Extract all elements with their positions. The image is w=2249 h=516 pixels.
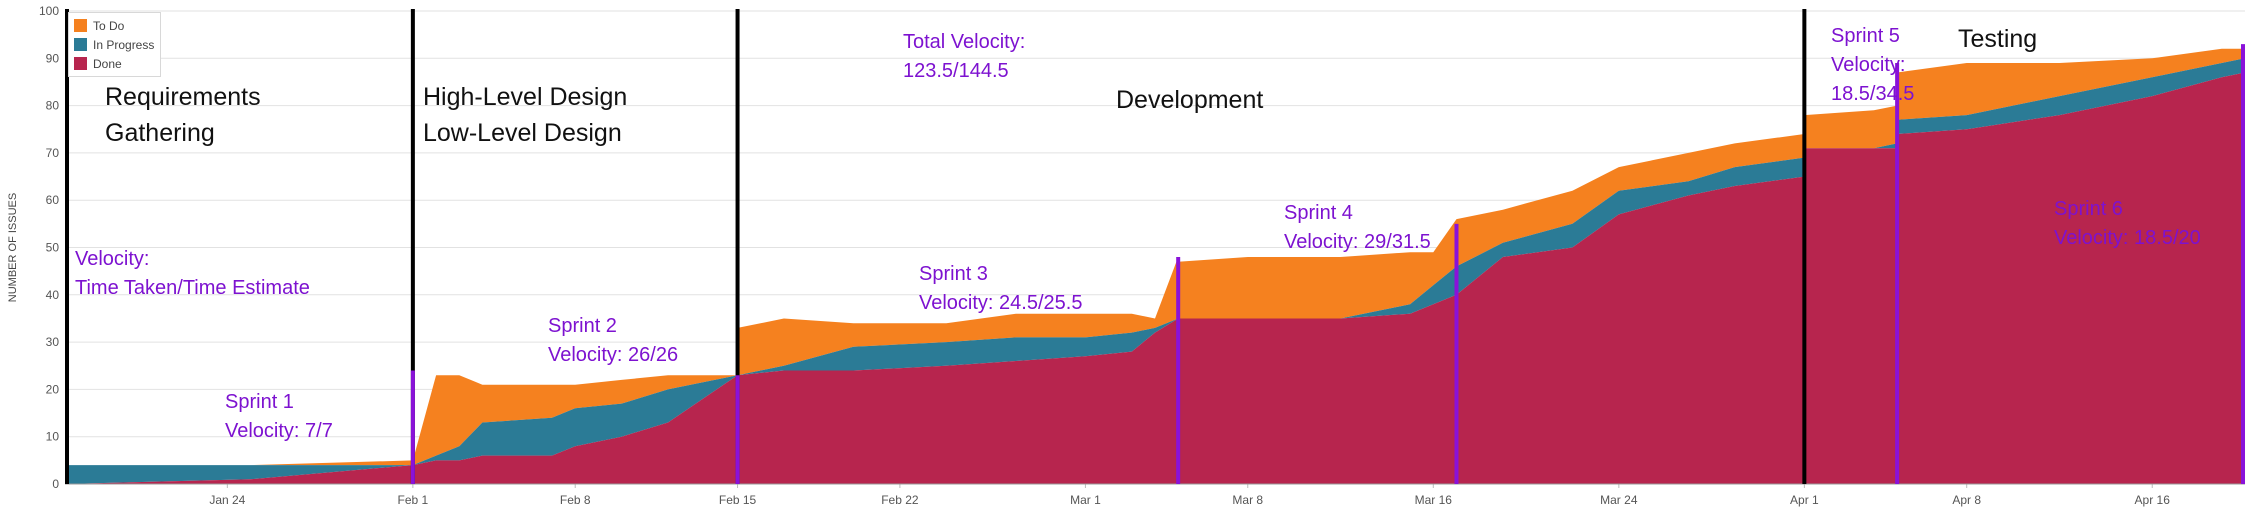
y-tick-label: 40 xyxy=(46,288,60,302)
sprint-velocity-label-line: Velocity: 26/26 xyxy=(548,344,678,366)
x-tick-label: Feb 8 xyxy=(560,493,591,507)
phase-title-line: High-Level Design xyxy=(423,83,627,111)
y-tick-label: 70 xyxy=(46,146,60,160)
phase-title-line: Development xyxy=(1116,86,1263,114)
sprint-velocity-label: Sprint 5 Velocity: 18.5/34.5 xyxy=(1831,25,1914,105)
sprint-velocity-label: Sprint 4 Velocity: 29/31.5 xyxy=(1284,202,1431,253)
phase-title: High-Level Design Low-Level Design xyxy=(423,83,627,147)
x-tick-label: Feb 22 xyxy=(881,493,919,507)
legend-label-to-do: To Do xyxy=(93,18,125,33)
legend-item-in-progress: In Progress xyxy=(74,35,154,54)
sprint-velocity-label: Sprint 3 Velocity: 24.5/25.5 xyxy=(919,263,1082,314)
legend-swatch-in-progress xyxy=(74,38,87,51)
velocity-legend-note: Velocity: Time Taken/Time Estimate xyxy=(75,248,310,299)
sprint-velocity-label-line: Velocity: xyxy=(1831,54,1905,76)
legend-swatch-to-do xyxy=(74,19,87,32)
x-tick-label: Mar 8 xyxy=(1232,493,1263,507)
x-tick-label: Apr 8 xyxy=(1952,493,1981,507)
total-velocity-note: Total Velocity: 123.5/144.5 xyxy=(903,31,1025,82)
y-axis-title: NUMBER OF ISSUES xyxy=(7,193,19,302)
phase-title-line: Low-Level Design xyxy=(423,119,622,147)
sprint-velocity-label-line: Velocity: 18.5/20 xyxy=(2054,227,2201,249)
x-tick-label: Apr 1 xyxy=(1790,493,1819,507)
x-tick-label: Feb 15 xyxy=(719,493,757,507)
total-velocity-note-line: Total Velocity: xyxy=(903,31,1025,53)
sprint-velocity-label-line: Sprint 5 xyxy=(1831,25,1900,47)
sprint-velocity-label-line: 18.5/34.5 xyxy=(1831,83,1914,105)
annotations: Requirements Gathering High-Level Design Lo… xyxy=(75,25,2201,442)
x-tick-label: Jan 24 xyxy=(209,493,245,507)
velocity-legend-note-line: Time Taken/Time Estimate xyxy=(75,277,310,299)
sprint-velocity-label: Sprint 2 Velocity: 26/26 xyxy=(548,315,678,366)
x-tick-label: Apr 16 xyxy=(2135,493,2171,507)
sprint-velocity-label-line: Sprint 4 xyxy=(1284,202,1353,224)
y-tick-label: 30 xyxy=(46,335,60,349)
x-tick-label: Mar 16 xyxy=(1415,493,1453,507)
phase-title: Testing xyxy=(1958,25,2037,53)
axes: 0 10 20 30 40 50 60 70 80 90 100 Jan 24 Feb 1 Feb 8 Fe… xyxy=(7,4,2245,507)
sprint-velocity-label-line: Sprint 6 xyxy=(2054,198,2123,220)
sprint-velocity-label-line: Velocity: 7/7 xyxy=(225,420,333,442)
y-tick-label: 0 xyxy=(52,477,59,491)
sprint-velocity-label-line: Sprint 1 xyxy=(225,391,294,413)
legend-item-done: Done xyxy=(74,54,154,73)
legend-label-in-progress: In Progress xyxy=(93,37,155,52)
y-tick-label: 50 xyxy=(46,241,60,255)
phase-title: Requirements Gathering xyxy=(105,83,261,147)
x-tick-label: Mar 1 xyxy=(1070,493,1101,507)
legend: To Do In Progress Done xyxy=(68,12,162,77)
legend-label-done: Done xyxy=(93,56,122,71)
sprint-velocity-label-line: Velocity: 24.5/25.5 xyxy=(919,292,1082,314)
series-area-done xyxy=(65,72,2245,484)
phase-title-line: Requirements xyxy=(105,83,261,111)
y-tick-label: 100 xyxy=(39,4,59,18)
velocity-legend-note-line: Velocity: xyxy=(75,248,149,270)
y-tick-label: 90 xyxy=(46,51,60,65)
y-tick-label: 60 xyxy=(46,193,60,207)
x-tick-label: Feb 1 xyxy=(398,493,429,507)
total-velocity-note-line: 123.5/144.5 xyxy=(903,60,1009,82)
legend-item-to-do: To Do xyxy=(74,16,154,35)
stacked-areas xyxy=(65,48,2245,485)
y-tick-label: 10 xyxy=(46,430,60,444)
marker-lines xyxy=(65,9,2245,484)
phase-title-line: Gathering xyxy=(105,119,215,147)
x-tick-label: Mar 24 xyxy=(1600,493,1638,507)
sprint-velocity-label-line: Sprint 2 xyxy=(548,315,617,337)
sprint-velocity-label: Sprint 6 Velocity: 18.5/20 xyxy=(2054,198,2201,249)
series-area-to-do xyxy=(65,48,2245,466)
y-tick-label: 20 xyxy=(46,382,60,396)
sprint-velocity-label-line: Sprint 3 xyxy=(919,263,988,285)
phase-title-line: Testing xyxy=(1958,25,2037,53)
legend-swatch-done xyxy=(74,57,87,70)
sprint-velocity-label-line: Velocity: 29/31.5 xyxy=(1284,231,1431,253)
phase-title: Development xyxy=(1116,86,1263,114)
sprint-velocity-label: Sprint 1 Velocity: 7/7 xyxy=(225,391,333,442)
y-tick-label: 80 xyxy=(46,99,60,113)
